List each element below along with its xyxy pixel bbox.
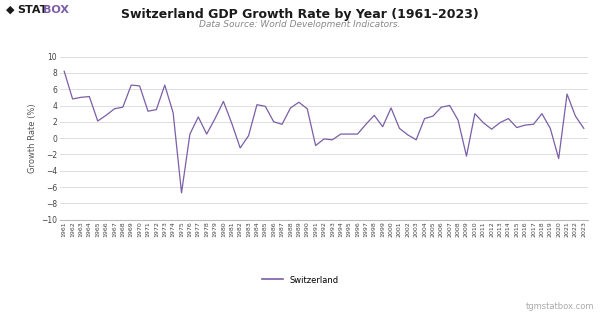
Text: BOX: BOX — [43, 5, 69, 15]
Y-axis label: Growth Rate (%): Growth Rate (%) — [28, 103, 37, 173]
Text: Data Source: World Development Indicators.: Data Source: World Development Indicator… — [199, 20, 401, 30]
Text: Switzerland GDP Growth Rate by Year (1961–2023): Switzerland GDP Growth Rate by Year (196… — [121, 8, 479, 21]
Text: STAT: STAT — [17, 5, 47, 15]
Text: tgmstatbox.com: tgmstatbox.com — [526, 302, 594, 311]
Legend: Switzerland: Switzerland — [259, 272, 341, 288]
Text: ◆: ◆ — [6, 5, 14, 15]
